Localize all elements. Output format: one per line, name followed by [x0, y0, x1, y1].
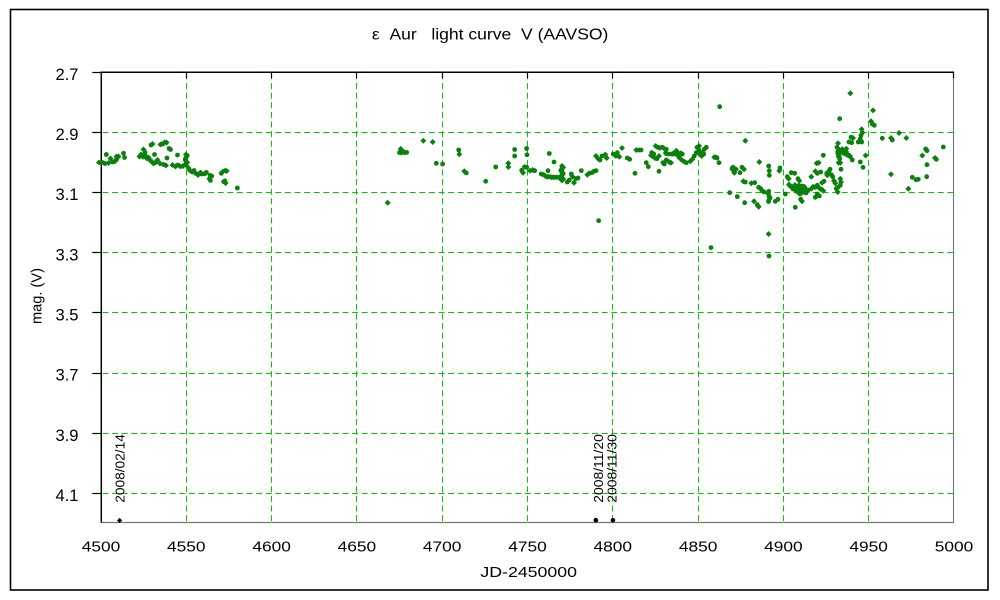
svg-text:2008/11/20: 2008/11/20 [591, 434, 606, 503]
svg-text:4500: 4500 [82, 539, 121, 555]
svg-text:4650: 4650 [338, 539, 377, 555]
svg-text:4700: 4700 [423, 539, 462, 555]
svg-text:mag. (V): mag. (V) [29, 268, 46, 324]
svg-text:4800: 4800 [594, 539, 633, 555]
svg-text:4550: 4550 [167, 539, 206, 555]
svg-text:4900: 4900 [764, 539, 803, 555]
svg-text:ε Aur light curve V (AAVSO: ε Aur light curve V (AAVSO) [372, 27, 609, 44]
svg-text:JD-2450000: JD-2450000 [480, 565, 577, 581]
svg-text:3.9: 3.9 [56, 427, 79, 445]
svg-text:3.3: 3.3 [56, 246, 79, 264]
svg-text:2.9: 2.9 [56, 126, 79, 144]
svg-text:2.7: 2.7 [56, 66, 79, 84]
svg-text:4750: 4750 [508, 539, 547, 555]
svg-text:2008/11/30: 2008/11/30 [604, 434, 619, 503]
svg-text:4.1: 4.1 [56, 487, 79, 505]
svg-text:4600: 4600 [252, 539, 291, 555]
svg-text:2008/02/14: 2008/02/14 [112, 434, 127, 503]
svg-text:4950: 4950 [849, 539, 888, 555]
svg-text:3.1: 3.1 [56, 186, 79, 204]
svg-text:5000: 5000 [935, 539, 974, 555]
svg-text:3.5: 3.5 [56, 307, 79, 325]
svg-text:3.7: 3.7 [56, 367, 79, 385]
svg-text:4850: 4850 [679, 539, 718, 555]
